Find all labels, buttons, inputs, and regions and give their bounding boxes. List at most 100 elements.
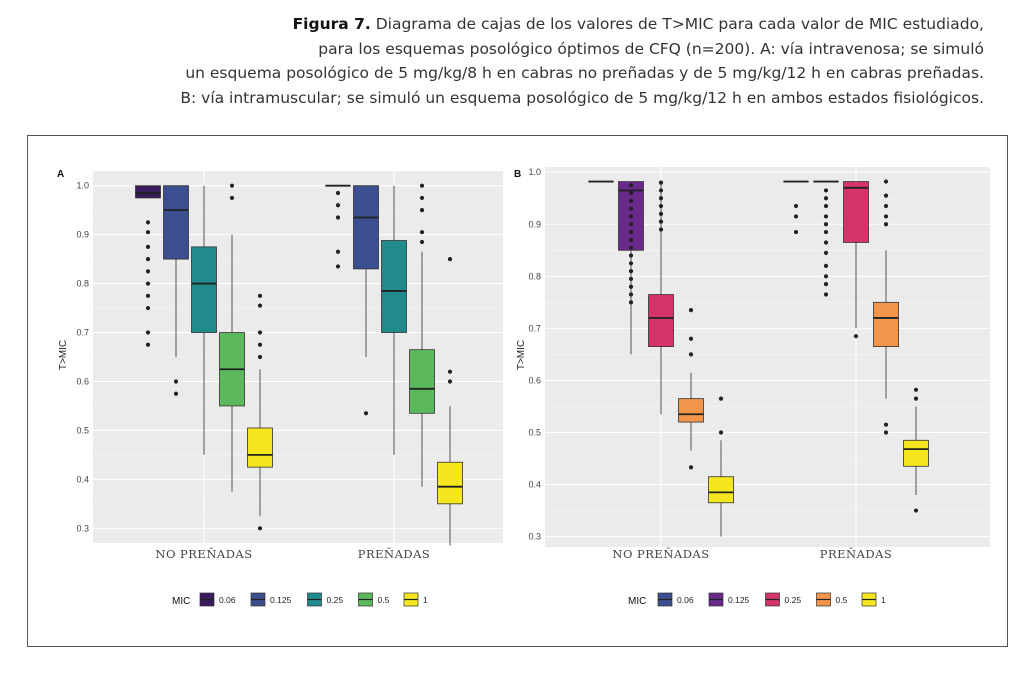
outlier-point: [658, 188, 664, 193]
outlier-point: [823, 282, 829, 287]
outlier-point: [628, 214, 634, 219]
y-tick-label: 0.7: [528, 323, 541, 333]
box-mic-0.25: [191, 185, 217, 455]
box-mic-0.06: [135, 185, 161, 347]
outlier-point: [447, 379, 453, 384]
outlier-point: [823, 196, 829, 201]
legend-label: 0.25: [785, 595, 802, 605]
outlier-point: [658, 180, 664, 185]
chart-panel-A: 0.3 0.4 0.5 0.6 0.7 0.8 0.9 1.0 T>MIC A NO PREÑADA…: [57, 169, 503, 607]
outlier-point: [419, 208, 425, 213]
outlier-point: [793, 203, 799, 209]
x-category-label: NO PREÑADAS: [612, 547, 709, 561]
y-tick-label: 0.9: [528, 219, 541, 229]
outlier-point: [628, 276, 634, 282]
box-mic-1: [903, 387, 929, 513]
outlier-point: [447, 257, 453, 262]
box-body: [708, 476, 734, 504]
outlier-point: [628, 183, 634, 188]
outlier-point: [419, 239, 425, 245]
outlier-point: [257, 354, 263, 360]
outlier-point: [145, 244, 151, 249]
box-mic-1: [247, 293, 273, 531]
y-tick-label: 0.9: [76, 230, 89, 240]
outlier-point: [335, 264, 341, 269]
outlier-point: [447, 369, 453, 374]
box-body: [135, 185, 161, 199]
box-body: [353, 185, 379, 270]
outlier-point: [335, 203, 341, 208]
outlier-point: [145, 305, 151, 311]
outlier-point: [883, 179, 889, 184]
outlier-point: [257, 342, 263, 347]
outlier-point: [628, 190, 634, 196]
outlier-point: [229, 195, 235, 201]
y-tick-label: 0.8: [76, 279, 89, 289]
box-mic-0.125: [618, 181, 644, 355]
y-tick-label: 0.8: [528, 271, 541, 281]
x-category-label: PREÑADAS: [820, 547, 893, 561]
y-tick-label: 0.4: [528, 480, 541, 490]
outlier-point: [883, 193, 889, 198]
outlier-point: [823, 188, 829, 193]
y-axis-label: T>MIC: [58, 340, 69, 370]
caption-line-3: un esquema posológico de 5 mg/kg/8 h en …: [185, 64, 984, 82]
box-body: [903, 439, 929, 467]
outlier-point: [628, 245, 634, 250]
y-tick-label: 0.5: [528, 427, 541, 437]
outlier-point: [823, 203, 829, 209]
outlier-point: [823, 214, 829, 219]
y-tick-label: 0.6: [528, 375, 541, 385]
outlier-point: [823, 263, 829, 269]
outlier-point: [628, 284, 634, 289]
outlier-point: [883, 430, 889, 435]
outlier-point: [335, 215, 341, 220]
outlier-point: [145, 220, 151, 225]
outlier-point: [823, 292, 829, 297]
box-body: [843, 181, 869, 243]
outlier-point: [718, 396, 724, 401]
box-body: [191, 246, 217, 333]
outlier-point: [718, 430, 724, 435]
box-body: [163, 185, 189, 260]
legend-label: 0.125: [270, 595, 292, 605]
x-category-label: PREÑADAS: [358, 547, 431, 561]
box-body: [678, 398, 704, 423]
outlier-point: [853, 334, 859, 339]
outlier-point: [419, 195, 425, 201]
outlier-point: [145, 281, 151, 286]
outlier-point: [628, 198, 634, 203]
outlier-point: [628, 253, 634, 258]
outlier-point: [257, 293, 263, 298]
outlier-point: [173, 379, 179, 384]
outlier-point: [419, 183, 425, 188]
box-body: [873, 301, 899, 347]
outlier-point: [145, 230, 151, 235]
y-axis-label: T>MIC: [516, 340, 527, 370]
box-mic-0.5: [678, 308, 704, 470]
outlier-point: [883, 422, 889, 427]
outlier-point: [257, 330, 263, 335]
outlier-point: [335, 249, 341, 254]
box-mic-0.125: [813, 180, 839, 297]
outlier-point: [145, 293, 151, 298]
outlier-point: [628, 206, 634, 211]
legend-B: MIC 0.06 0.125 0.25 0.5 1: [628, 592, 886, 607]
outlier-point: [257, 303, 263, 308]
legend-label: 0.25: [327, 595, 344, 605]
y-tick-label: 0.3: [76, 523, 89, 533]
outlier-point: [658, 227, 664, 232]
outlier-point: [628, 237, 634, 242]
box-body: [437, 461, 463, 505]
outlier-point: [628, 261, 634, 266]
legend-label: 0.5: [836, 595, 848, 605]
caption-line-2: para los esquemas posológico óptimos de …: [318, 39, 984, 58]
box-mic-0.5: [873, 179, 899, 435]
box-body: [648, 294, 674, 347]
legend-label: 0.5: [378, 595, 390, 605]
outlier-point: [913, 508, 919, 513]
outlier-point: [628, 229, 634, 235]
legend-label: 0.06: [677, 595, 694, 605]
outlier-point: [883, 203, 889, 209]
